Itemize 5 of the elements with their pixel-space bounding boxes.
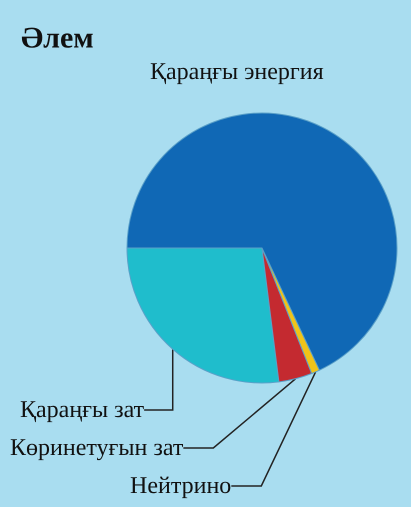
chart-title: Әлем (21, 22, 94, 54)
slice-label: Нейтрино (130, 473, 232, 499)
slice-label: Қараңғы энергия (150, 59, 324, 85)
slice-label: Көринетуғын зат (10, 435, 184, 461)
slice-label: Қараңғы зат (20, 397, 145, 423)
